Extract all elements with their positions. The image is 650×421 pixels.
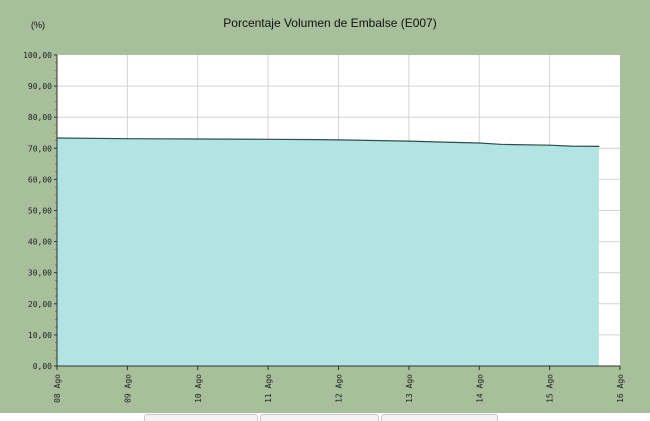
x-tick-label: 16 Ago xyxy=(616,374,625,403)
data-point xyxy=(267,138,269,140)
x-tick-label: 14 Ago xyxy=(475,374,484,403)
footer-tab-3 xyxy=(381,414,498,421)
x-tick-label: 08 Ago xyxy=(53,374,62,403)
series-area xyxy=(57,138,599,366)
data-point xyxy=(598,145,600,147)
data-point xyxy=(499,143,501,145)
series-layer xyxy=(56,137,600,366)
y-tick-label: 10,00 xyxy=(28,331,52,340)
y-tick-label: 40,00 xyxy=(28,238,52,247)
data-point xyxy=(337,139,340,141)
y-axis-unit-label: (%) xyxy=(31,20,45,30)
x-tick-label: 11 Ago xyxy=(264,374,273,403)
data-point xyxy=(316,139,318,141)
data-point xyxy=(373,139,375,142)
data-point xyxy=(126,138,128,140)
data-point xyxy=(408,140,410,142)
data-point xyxy=(549,144,551,146)
data-point xyxy=(570,145,572,147)
y-tick-label: 0,00 xyxy=(33,362,52,371)
y-tick-label: 80,00 xyxy=(28,113,52,122)
data-point xyxy=(443,141,445,143)
y-tick-label: 20,00 xyxy=(28,300,52,309)
y-tick-label: 30,00 xyxy=(28,269,52,278)
footer-tab-2 xyxy=(260,414,379,421)
footer-tab-1 xyxy=(144,414,258,421)
x-tick-label: 15 Ago xyxy=(546,374,555,403)
x-tick-label: 12 Ago xyxy=(335,374,344,403)
y-tick-label: 60,00 xyxy=(28,175,52,184)
axis-layer: 0,00 10,00 20,00 30,00 40,00 50,00 60,00 70,00 8… xyxy=(23,51,625,403)
x-tick-label: 09 Ago xyxy=(123,374,132,403)
data-point xyxy=(513,144,516,146)
y-tick-label: 50,00 xyxy=(28,207,52,216)
x-tick-label: 13 Ago xyxy=(405,374,414,403)
data-point xyxy=(478,142,480,144)
data-point xyxy=(197,138,199,140)
y-tick-label: 100,00 xyxy=(23,51,52,60)
chart-title: Porcentaje Volumen de Embalse (E007) xyxy=(223,16,436,30)
y-tick-label: 70,00 xyxy=(28,144,52,153)
y-tick-label: 90,00 xyxy=(28,82,52,91)
x-tick-label: 10 Ago xyxy=(194,374,203,403)
